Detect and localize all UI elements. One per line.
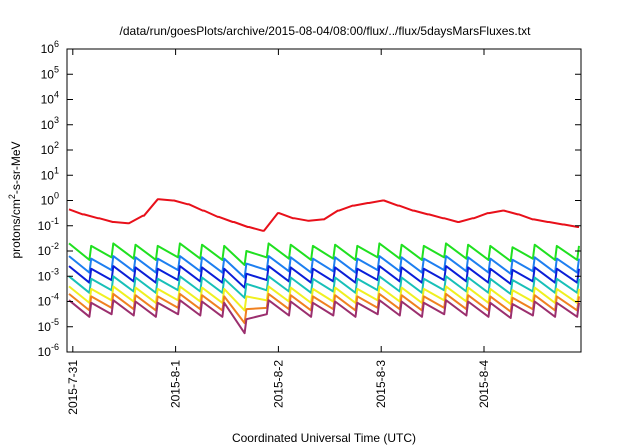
- y-tick-exponent: 5: [54, 64, 59, 74]
- series-group: [68, 198, 580, 335]
- y-tick-base: 10: [41, 93, 55, 107]
- y-tick-exponent: -5: [51, 317, 59, 327]
- y-tick-base: 10: [38, 320, 52, 334]
- y-tick-exponent: 3: [54, 115, 59, 125]
- y-tick-label: 10-4: [38, 292, 59, 309]
- y-tick-label: 10-5: [38, 317, 59, 334]
- y-tick-label: 10-1: [38, 216, 59, 233]
- y-tick-exponent: 2: [54, 140, 59, 150]
- series-line-7: [68, 299, 580, 335]
- y-axis-title-superscript: 2: [7, 194, 17, 199]
- y-axis-title-main: protons/cm: [9, 199, 23, 258]
- series-line-3: [68, 265, 580, 289]
- series-line-2: [68, 255, 580, 279]
- y-tick-label: 101: [41, 165, 59, 182]
- x-axis-title: Coordinated Universal Time (UTC): [232, 431, 416, 445]
- y-tick-exponent: -4: [51, 292, 59, 302]
- y-tick-label: 103: [41, 115, 59, 132]
- y-tick-exponent: 1: [54, 165, 59, 175]
- y-tick-label: 100: [41, 191, 59, 208]
- x-tick-label: 2015-8-4: [477, 360, 491, 408]
- y-tick-base: 10: [41, 42, 55, 56]
- y-tick-base: 10: [41, 118, 55, 132]
- y-tick-base: 10: [41, 194, 55, 208]
- x-tick-label: 2015-8-1: [169, 360, 183, 408]
- y-tick-exponent: -2: [51, 241, 59, 251]
- y-tick-exponent: 0: [54, 191, 59, 201]
- y-tick-exponent: 4: [54, 90, 59, 100]
- chart-title: /data/run/goesPlots/archive/2015-08-04/0…: [120, 24, 532, 38]
- y-tick-base: 10: [41, 67, 55, 81]
- y-axis-title-rest: -s-sr-MeV: [9, 141, 23, 194]
- y-tick-base: 10: [38, 219, 52, 233]
- y-tick-base: 10: [41, 168, 55, 182]
- series-line-1: [68, 242, 580, 266]
- y-axis-title: protons/cm2-s-sr-MeV: [7, 141, 23, 258]
- y-tick-label: 105: [41, 64, 59, 81]
- y-tick-exponent: -6: [51, 342, 59, 352]
- y-tick-base: 10: [41, 143, 55, 157]
- y-tick-exponent: -1: [51, 216, 59, 226]
- y-tick-base: 10: [38, 345, 52, 359]
- x-axis: 2015-7-31 2015-8-1 2015-8-2 2015-8-3 2015-8-…: [66, 49, 491, 415]
- y-tick-label: 10-2: [38, 241, 59, 258]
- y-tick-exponent: -3: [51, 266, 59, 276]
- x-tick-label: 2015-8-3: [374, 360, 388, 408]
- y-tick-exponent: 6: [54, 39, 59, 49]
- y-axis: 10-610-510-410-310-210-11001011021031041…: [38, 39, 581, 359]
- y-tick-label: 102: [41, 140, 59, 157]
- x-tick-label: 2015-7-31: [66, 360, 80, 415]
- x-tick-label: 2015-8-2: [271, 360, 285, 408]
- y-tick-label: 106: [41, 39, 59, 56]
- y-tick-label: 10-3: [38, 266, 59, 283]
- y-tick-label: 104: [41, 90, 59, 107]
- y-tick-base: 10: [38, 295, 52, 309]
- y-tick-base: 10: [38, 269, 52, 283]
- series-line-4: [68, 275, 580, 299]
- series-line-0: [68, 198, 579, 232]
- y-tick-label: 10-6: [38, 342, 59, 359]
- y-tick-base: 10: [38, 244, 52, 258]
